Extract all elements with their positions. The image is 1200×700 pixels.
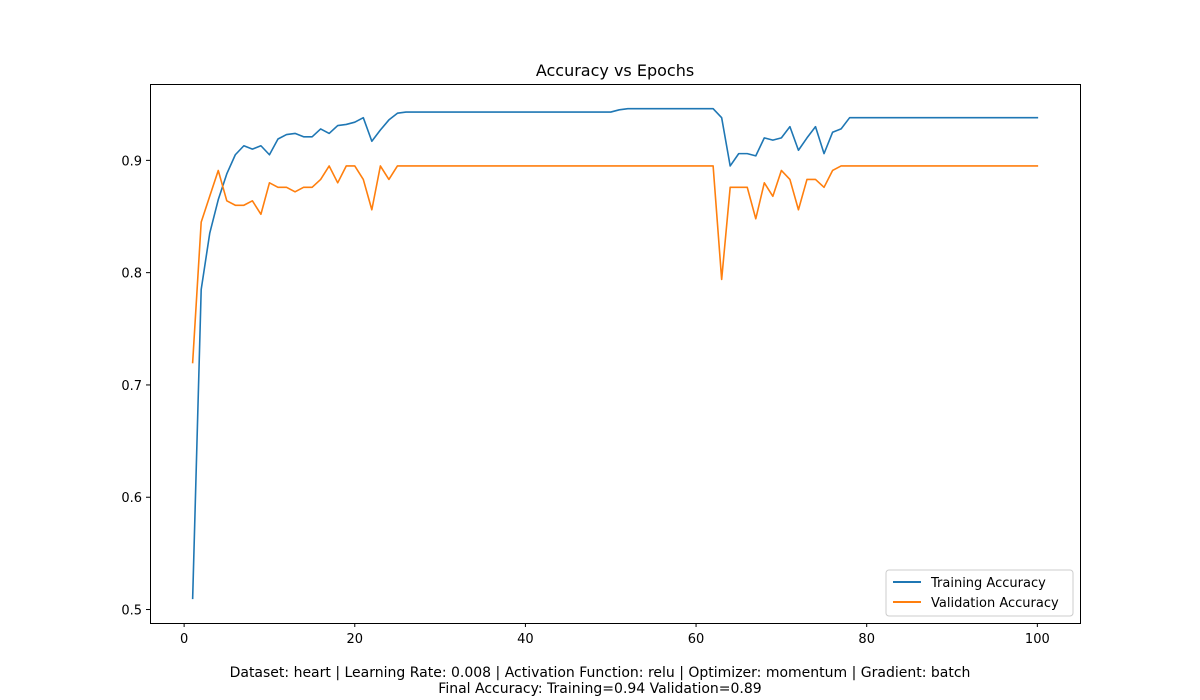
legend-label: Validation Accuracy <box>931 596 1059 611</box>
y-axis: 0.5 0.6 0.7 0.8 0.9 <box>121 154 150 619</box>
legend-box <box>885 569 1074 617</box>
legend: Training Accuracy Validation Accuracy <box>885 569 1074 617</box>
caption-line-final-accuracy: Final Accuracy: Training=0.94 Validation… <box>438 681 762 697</box>
chart-title: Accuracy vs Epochs <box>536 61 694 80</box>
caption-line-settings: Dataset: heart | Learning Rate: 0.008 | … <box>229 665 971 681</box>
legend-label: Training Accuracy <box>930 576 1046 591</box>
x-tick-label: 100 <box>1025 632 1050 647</box>
series-line-training <box>191 107 1039 600</box>
y-tick-label: 0.6 <box>121 491 142 506</box>
plot-area <box>191 107 1039 600</box>
x-tick-label: 40 <box>517 632 534 647</box>
x-tick-label: 80 <box>858 632 875 647</box>
series-line-validation <box>191 165 1039 364</box>
x-tick-label: 60 <box>688 632 705 647</box>
y-tick-label: 0.8 <box>121 267 142 282</box>
plot-frame <box>150 84 1081 624</box>
x-axis: 0 20 40 60 80 100 <box>180 623 1050 647</box>
y-tick-label: 0.7 <box>121 379 142 394</box>
y-tick-label: 0.5 <box>121 604 142 619</box>
y-tick-label: 0.9 <box>121 154 142 169</box>
x-tick-label: 0 <box>180 632 188 647</box>
accuracy-chart: Accuracy vs Epochs 0 20 40 60 80 100 0.50.60.… <box>121 61 1081 647</box>
figure-caption: Dataset: heart | Learning Rate: 0.008 | … <box>0 665 1200 697</box>
x-tick-label: 20 <box>346 632 363 647</box>
